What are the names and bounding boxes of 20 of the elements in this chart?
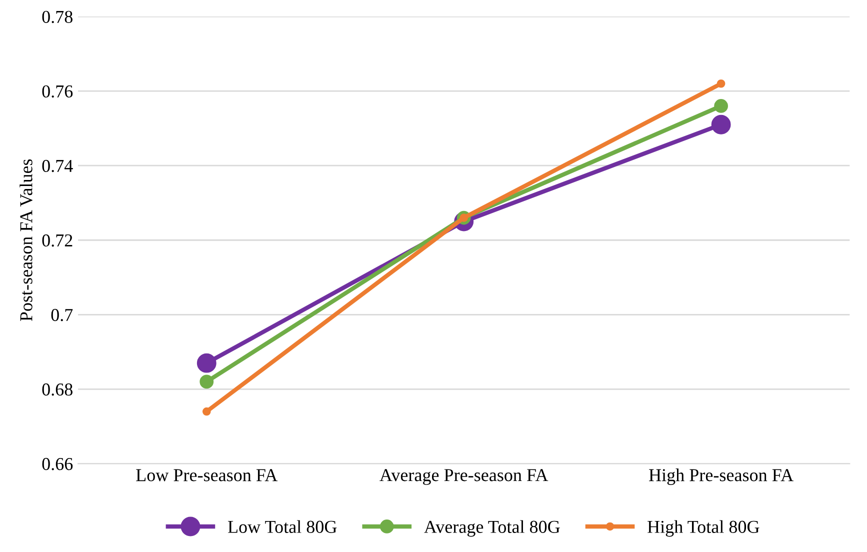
y-tick-label: 0.74 — [42, 160, 73, 172]
point — [200, 374, 214, 389]
y-tick-label: 0.7 — [51, 308, 73, 322]
point — [716, 79, 726, 88]
y-axis-title: Post-season FA Values — [20, 159, 32, 322]
legend-label: Average Total 80G — [424, 520, 560, 537]
x-tick-label: Average Pre-season FA — [380, 469, 548, 485]
point — [714, 99, 728, 113]
x-tick-label: High Pre-season FA — [649, 468, 794, 485]
point — [196, 353, 216, 373]
legend-label: Low Total 80G — [228, 520, 337, 533]
y-tick-label: 0.72 — [42, 234, 72, 247]
y-tick-label: 0.66 — [42, 458, 73, 470]
y-tick-label: 0.78 — [42, 10, 72, 24]
y-tick-label: 0.68 — [42, 383, 72, 396]
y-tick-label: 0.76 — [42, 85, 73, 98]
point — [711, 114, 731, 134]
point — [202, 407, 211, 416]
x-tick-label: Low Pre-season FA — [136, 469, 278, 482]
legend-label: High Total 80G — [648, 520, 760, 537]
